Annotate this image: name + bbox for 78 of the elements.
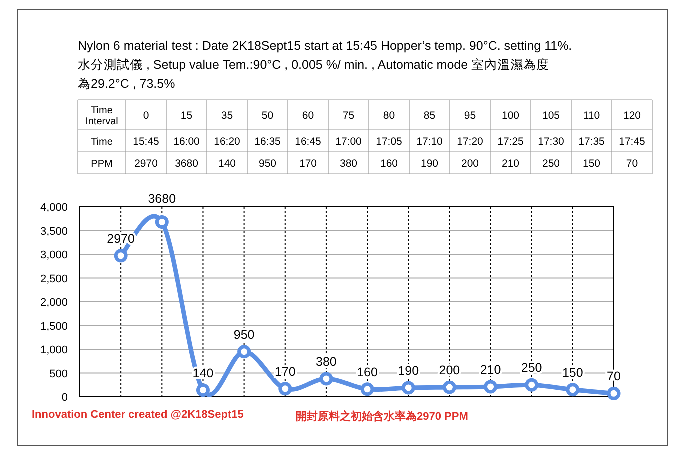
text: 17:00 [336, 136, 362, 148]
point [155, 215, 169, 229]
data-label: 150 [562, 366, 584, 380]
text: 50 [262, 110, 274, 122]
text: 35 [221, 110, 234, 122]
point [442, 380, 456, 394]
text: 170 [299, 158, 318, 170]
text: 16:00 [174, 136, 200, 148]
y-tick-label: 4,000 [40, 202, 68, 214]
text: 140 [218, 158, 236, 170]
text: 17:30 [538, 136, 565, 148]
text: 16:35 [254, 136, 282, 148]
text: 75 [342, 110, 355, 122]
text: 105 [542, 110, 560, 122]
point [320, 372, 334, 386]
data-label: 190 [398, 364, 420, 378]
text: PPM [91, 159, 113, 170]
data-label: 210 [480, 363, 502, 378]
point [402, 381, 416, 395]
data-label: 170 [274, 364, 296, 379]
point [566, 383, 580, 397]
point [360, 382, 374, 396]
point [607, 386, 621, 400]
chart-subtitle: 水分測試儀 , Setup value Tem.:90°C , 0.005 %/ min. , Automatic mode 室內溫濕為度為29.2°C , 73.5% [78, 57, 550, 91]
text: 210 [502, 158, 520, 170]
text: 15:45 [133, 136, 160, 148]
text: 80 [383, 110, 396, 122]
y-tick-label: 1,500 [40, 320, 68, 333]
text: 200 [461, 158, 480, 170]
text: 17:05 [376, 136, 403, 148]
text: 2970 [134, 158, 158, 170]
text: 950 [258, 158, 277, 170]
data-label: 3680 [148, 192, 176, 206]
text: 190 [420, 158, 439, 170]
text: 85 [424, 110, 436, 122]
y-tick-label: 2,500 [40, 273, 68, 286]
data-label: 200 [439, 364, 460, 378]
text: Time [91, 137, 114, 148]
text: 15 [180, 110, 193, 122]
text: 0 [143, 110, 150, 122]
text: 110 [583, 110, 600, 122]
point [196, 384, 210, 398]
y-tick-label: 0 [62, 392, 68, 404]
y-tick-label: 2,000 [40, 297, 68, 309]
text: Time Interval [86, 106, 118, 128]
text: 17:35 [578, 136, 606, 148]
data-label: 380 [316, 354, 337, 369]
data-label: 250 [521, 361, 542, 376]
text: 95 [464, 110, 476, 122]
y-tick-label: 500 [50, 368, 68, 380]
text: 380 [340, 158, 358, 170]
point [238, 345, 252, 359]
text: 17:45 [619, 136, 646, 148]
text: 3680 [175, 158, 199, 170]
data-label: 950 [234, 328, 255, 342]
text: 120 [623, 110, 642, 122]
data-label: 160 [357, 365, 378, 380]
point [484, 380, 498, 394]
text: 16:20 [214, 136, 241, 148]
text: 開封原料之初始含水率為2970 PPM [296, 410, 468, 423]
text: 250 [542, 158, 560, 170]
chart-title: Nylon 6 material test : Date 2K18Sept15 start at 15:45 Hopper’s temp. 90°C. setting 11%. [78, 39, 572, 53]
text: 70 [626, 158, 638, 170]
text: 17:10 [416, 136, 444, 148]
y-tick-label: 3,000 [40, 250, 68, 262]
text: 100 [502, 110, 520, 122]
point [278, 382, 292, 396]
text: 16:45 [295, 136, 322, 148]
text: 17:20 [457, 136, 484, 148]
text: 60 [302, 110, 314, 122]
text: 150 [582, 158, 601, 170]
y-tick-label: 3,500 [40, 226, 68, 238]
point [114, 249, 128, 263]
point [525, 378, 539, 392]
y-tick-label: 1,000 [40, 344, 68, 356]
text: 160 [380, 158, 398, 170]
text: 17:25 [498, 136, 524, 148]
text: Innovation Center created @2K18Sept15 [32, 409, 244, 421]
